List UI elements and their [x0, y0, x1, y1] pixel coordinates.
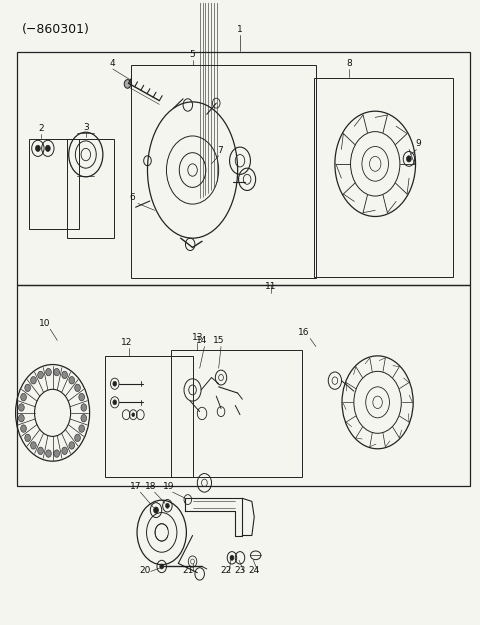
Text: 13: 13 — [192, 332, 203, 342]
Circle shape — [36, 145, 40, 151]
Text: 9: 9 — [415, 139, 421, 148]
Text: 17: 17 — [130, 482, 142, 491]
Circle shape — [81, 414, 86, 422]
Circle shape — [166, 503, 169, 508]
Circle shape — [62, 371, 68, 379]
Text: 11: 11 — [265, 282, 276, 291]
Text: 8: 8 — [346, 59, 352, 68]
Bar — [17, 284, 470, 486]
Circle shape — [38, 447, 43, 454]
Circle shape — [69, 376, 74, 384]
Bar — [171, 349, 301, 477]
Circle shape — [154, 507, 158, 513]
Text: 22: 22 — [220, 566, 231, 575]
Text: 23: 23 — [234, 566, 246, 575]
Text: 2: 2 — [38, 124, 44, 133]
Circle shape — [124, 79, 131, 88]
Text: 3: 3 — [83, 122, 89, 132]
Text: 6: 6 — [129, 193, 135, 202]
Circle shape — [75, 434, 80, 442]
Circle shape — [160, 564, 164, 569]
Circle shape — [75, 384, 80, 392]
Circle shape — [25, 384, 31, 392]
Circle shape — [407, 156, 411, 162]
Bar — [29, 139, 79, 229]
Circle shape — [132, 413, 135, 417]
Text: 16: 16 — [298, 328, 310, 338]
Circle shape — [62, 447, 68, 454]
Circle shape — [113, 400, 117, 405]
Circle shape — [69, 442, 74, 449]
Bar — [105, 356, 192, 477]
Text: (−860301): (−860301) — [22, 22, 90, 36]
Circle shape — [19, 404, 24, 411]
Circle shape — [19, 414, 24, 422]
Text: 14: 14 — [196, 336, 208, 346]
Text: 4: 4 — [110, 59, 116, 68]
Text: 7: 7 — [217, 146, 223, 154]
Circle shape — [113, 381, 117, 386]
Bar — [313, 78, 454, 277]
Circle shape — [38, 371, 43, 379]
Bar — [131, 65, 316, 278]
Bar — [67, 139, 114, 238]
Circle shape — [79, 425, 84, 432]
Text: 12: 12 — [121, 338, 133, 347]
Circle shape — [21, 425, 26, 432]
Circle shape — [79, 393, 84, 401]
Circle shape — [31, 376, 36, 384]
Text: 21: 21 — [182, 566, 193, 575]
Circle shape — [46, 450, 51, 458]
Circle shape — [31, 442, 36, 449]
Bar — [17, 52, 470, 284]
Text: 5: 5 — [190, 49, 195, 59]
Text: 19: 19 — [163, 482, 175, 491]
Text: 15: 15 — [213, 336, 224, 346]
Circle shape — [46, 368, 51, 376]
Circle shape — [54, 450, 60, 458]
Circle shape — [25, 434, 31, 442]
Text: 24: 24 — [249, 566, 260, 575]
Text: 1: 1 — [237, 25, 243, 34]
Circle shape — [54, 368, 60, 376]
Circle shape — [46, 145, 50, 151]
Circle shape — [81, 404, 86, 411]
Circle shape — [21, 393, 26, 401]
Text: 10: 10 — [39, 319, 50, 328]
Circle shape — [230, 556, 234, 560]
Text: 20: 20 — [139, 566, 151, 575]
Text: 18: 18 — [145, 482, 156, 491]
